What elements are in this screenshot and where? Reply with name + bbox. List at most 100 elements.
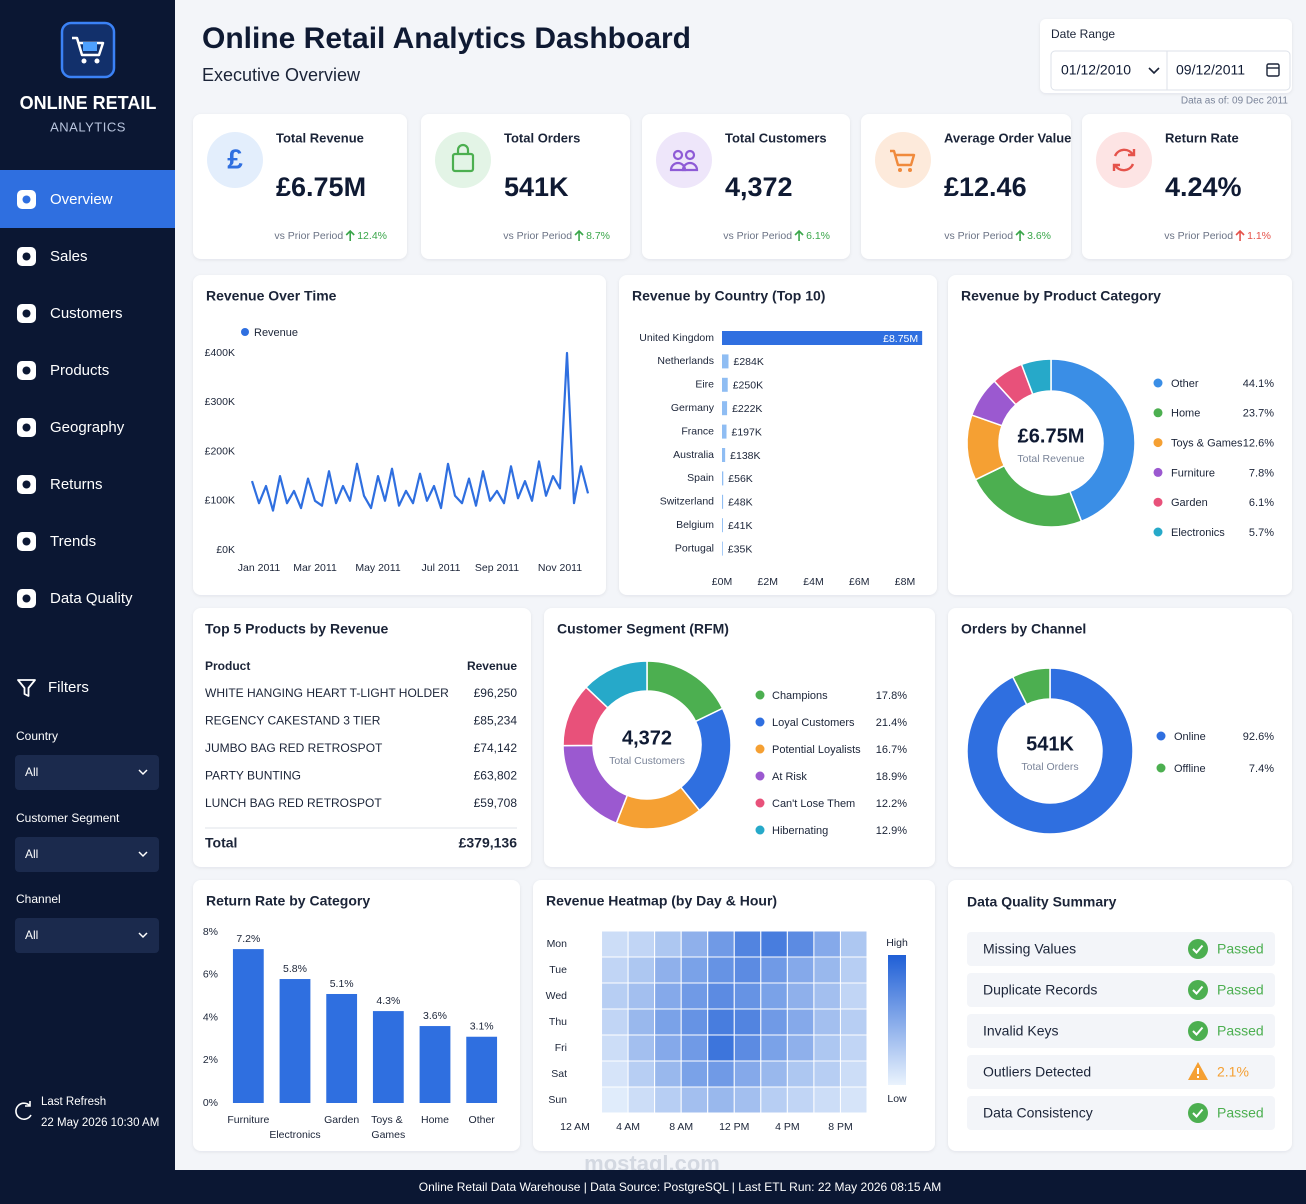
kpi-icon-bg: [435, 132, 491, 188]
x-tick-label: Mar 2011: [293, 562, 337, 574]
kpi-change: 1.1%: [1247, 230, 1271, 242]
nav-item[interactable]: Data Quality: [17, 589, 133, 608]
kpi-icon: [672, 149, 684, 161]
kpi-compare: vs Prior Period: [944, 230, 1013, 242]
x-tick-label: May 2011: [355, 562, 400, 574]
filter-select[interactable]: All: [15, 755, 159, 790]
heat-cell: [601, 1034, 629, 1062]
logo-wheel: [94, 58, 100, 64]
select-box: [15, 755, 159, 790]
table-cell: £96,250: [474, 686, 518, 700]
legend-label: Hibernating: [772, 825, 828, 837]
nav-item[interactable]: Products: [17, 361, 109, 380]
bar: [722, 471, 724, 486]
heat-cell: [760, 1034, 788, 1062]
legend-value: 6.1%: [1249, 497, 1274, 509]
heat-cell: [680, 930, 709, 958]
heat-cell: [760, 956, 788, 984]
dq-check: [1192, 985, 1204, 995]
nav-item[interactable]: Sales: [17, 247, 88, 266]
bar: [722, 354, 729, 369]
footer: [175, 1170, 1306, 1204]
y-tick-label: Netherlands: [657, 355, 714, 367]
heat-cell: [707, 956, 735, 984]
table-cell: £74,142: [474, 741, 518, 755]
kpi-label: Average Order Value: [944, 130, 1071, 145]
kpi-icon: [908, 168, 912, 172]
nav-label: Trends: [50, 533, 96, 550]
legend-value: 16.7%: [876, 744, 907, 756]
bar: [232, 949, 264, 1103]
nav-item[interactable]: Customers: [17, 304, 123, 323]
nav-item[interactable]: Returns: [17, 475, 103, 494]
bar-value-label: £8.75M: [883, 333, 918, 345]
kpi-icon: [684, 149, 696, 161]
heat-cell: [760, 930, 788, 958]
bar: [722, 518, 723, 533]
refresh-time: 22 May 2026 10:30 AM: [41, 1117, 159, 1129]
dq-check: [1192, 1108, 1204, 1118]
bar: [372, 1011, 404, 1103]
date-label: Date Range: [1051, 27, 1115, 41]
heat-cell: [839, 1060, 868, 1088]
table-title: Top 5 Products by Revenue: [205, 621, 389, 637]
y-tick-label: £0K: [216, 544, 235, 556]
dq-status: Passed: [1217, 941, 1264, 957]
legend-label: Can't Lose Them: [772, 798, 855, 810]
y-tick-label: Tue: [549, 964, 567, 976]
heat-cell: [601, 956, 629, 984]
donut-slice: [1020, 358, 1052, 396]
heat-cell: [654, 1060, 682, 1088]
table-header: Revenue: [467, 659, 517, 673]
kpi-icon: £: [227, 143, 243, 174]
table-cell: PARTY BUNTING: [205, 769, 301, 783]
heat-cell: [680, 1086, 709, 1114]
heat-cell: [654, 1086, 682, 1114]
nav-item[interactable]: Overview: [0, 170, 175, 228]
heat-cell: [786, 1086, 815, 1114]
x-tick-label: 8 AM: [669, 1121, 693, 1133]
heat-cell: [760, 982, 788, 1010]
date-input[interactable]: 01/12/2010 09/12/2011: [1050, 50, 1291, 91]
logo-cart: [72, 36, 105, 57]
donut-slice: [966, 667, 1134, 835]
heat-cell: [733, 1008, 762, 1036]
filter-label: Country: [16, 729, 58, 743]
heat-cell: [786, 1034, 815, 1062]
kpi-value: 4.24%: [1165, 172, 1242, 202]
table-cell: WHITE HANGING HEART T-LIGHT HOLDER: [205, 686, 449, 700]
x-tick-label: Sep 2011: [475, 562, 519, 574]
kpi-icon: [681, 161, 699, 172]
filter-select[interactable]: All: [15, 918, 159, 953]
kpi-compare: vs Prior Period: [723, 230, 792, 242]
dq-name: Duplicate Records: [983, 982, 1097, 998]
kpi-compare: vs Prior Period: [503, 230, 572, 242]
nav-item[interactable]: Geography: [17, 418, 125, 437]
kpi-value: 541K: [504, 172, 569, 202]
y-tick-label: Australia: [673, 449, 714, 461]
legend-label: At Risk: [772, 771, 807, 783]
chevron: [138, 932, 148, 939]
heat-cell: [654, 1034, 682, 1062]
table-total: £379,136: [459, 835, 518, 851]
nav-item[interactable]: Trends: [17, 532, 96, 551]
legend-value: 17.8%: [876, 690, 907, 702]
x-tick-label: Electronics: [269, 1129, 320, 1141]
bar: [466, 1036, 498, 1103]
table-cell: REGENCY CAKESTAND 3 TIER: [205, 714, 381, 728]
bar: [722, 401, 728, 416]
chart-title: Revenue Over Time: [206, 288, 337, 304]
heat-cell: [627, 1034, 656, 1062]
legend-value: 5.7%: [1249, 527, 1274, 539]
y-tick-label: Portugal: [675, 542, 714, 554]
kpi-change: 8.7%: [586, 230, 610, 242]
dq-name: Invalid Keys: [983, 1023, 1058, 1039]
filter-select[interactable]: All: [15, 837, 159, 872]
bar: [326, 993, 358, 1103]
x-tick-label: £8M: [895, 576, 915, 588]
footer-text: Online Retail Data Warehouse | Data Sour…: [419, 1180, 942, 1194]
dq-icon: [1188, 1103, 1208, 1123]
bar-value-label: £41K: [728, 520, 753, 532]
dq-name: Outliers Detected: [983, 1064, 1091, 1080]
chart-title: Return Rate by Category: [206, 893, 370, 909]
